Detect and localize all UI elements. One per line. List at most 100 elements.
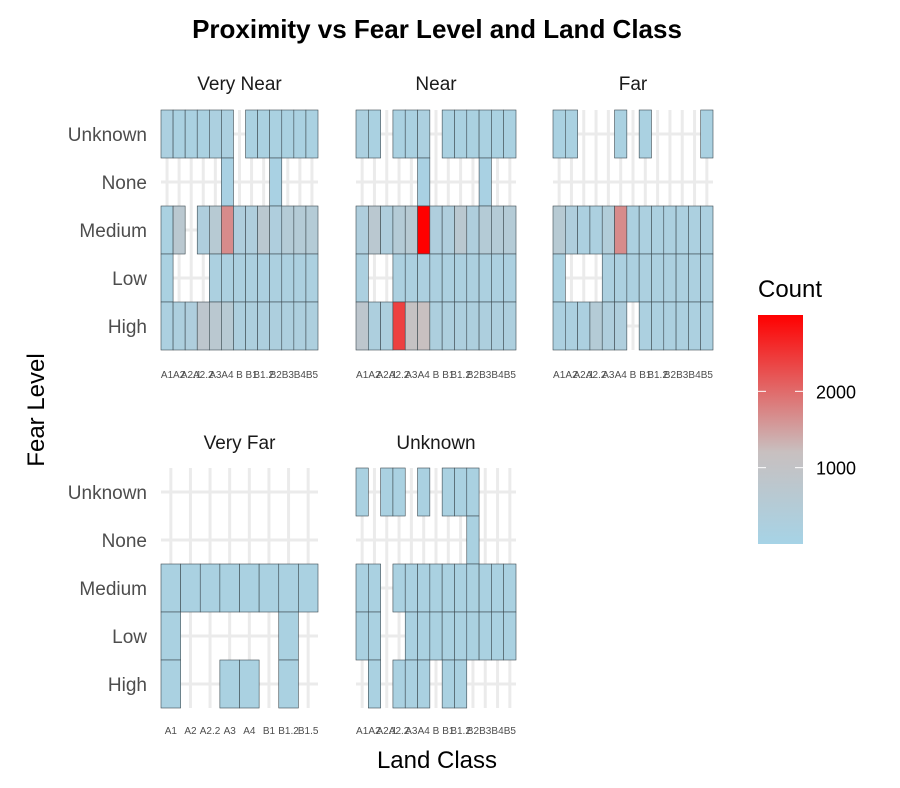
heatmap-tile xyxy=(233,301,246,351)
x-tick-label: B1 xyxy=(245,370,258,381)
heatmap-tile xyxy=(239,563,260,613)
x-tick-label: B3 xyxy=(479,370,492,381)
heatmap-tile xyxy=(466,205,480,255)
heatmap-tile xyxy=(233,253,246,303)
heatmap-tile xyxy=(293,109,307,159)
heatmap-tile xyxy=(269,205,283,255)
heatmap-tile xyxy=(651,205,665,255)
heatmap-tile xyxy=(614,109,628,159)
heatmap-tile xyxy=(392,659,406,709)
heatmap-tile xyxy=(454,253,468,303)
heatmap-tile xyxy=(245,109,258,159)
heatmap-tile xyxy=(257,301,270,351)
heatmap-tile xyxy=(601,253,615,303)
heatmap-tile xyxy=(160,253,174,303)
x-tick-label: B5 xyxy=(701,370,714,381)
heatmap-tile xyxy=(196,205,210,255)
heatmap-tile xyxy=(565,109,578,159)
heatmap-tile xyxy=(478,205,492,255)
heatmap-tile xyxy=(601,205,615,255)
heatmap-tile xyxy=(552,253,566,303)
heatmap-tile xyxy=(441,205,455,255)
x-tick-label: A1 xyxy=(165,726,178,737)
heatmap-tile xyxy=(196,109,210,159)
heatmap-tile xyxy=(552,205,566,255)
heatmap-tile xyxy=(160,301,174,351)
x-tick-label: A2.1 xyxy=(376,370,397,381)
heatmap-tile xyxy=(601,301,615,351)
heatmap-tile xyxy=(293,301,307,351)
x-tick-label: B1.2 xyxy=(450,726,471,737)
x-tick-label: B4 xyxy=(688,370,701,381)
heatmap-tile xyxy=(503,563,517,613)
heatmap-tile xyxy=(221,109,234,159)
heatmap-tile xyxy=(638,301,652,351)
heatmap-tile xyxy=(700,109,714,159)
heatmap-tile xyxy=(368,301,381,351)
x-tick-label: B4 xyxy=(491,370,504,381)
x-tick-label: A1 xyxy=(356,726,369,737)
heatmap-tile xyxy=(503,109,517,159)
heatmap-tile xyxy=(688,301,701,351)
heatmap-tile xyxy=(441,467,455,517)
heatmap-tile xyxy=(209,205,222,255)
heatmap-tile xyxy=(466,467,480,517)
x-tick-label: A2.1 xyxy=(573,370,594,381)
heatmap-tile xyxy=(638,109,652,159)
heatmap-tile xyxy=(417,301,431,351)
heatmap-tile xyxy=(429,563,443,613)
heatmap-tile xyxy=(491,205,504,255)
heatmap-tile xyxy=(380,467,394,517)
heatmap-tile xyxy=(404,659,418,709)
heatmap-tile xyxy=(305,301,319,351)
heatmap-tile xyxy=(417,109,431,159)
heatmap-tile xyxy=(355,205,369,255)
heatmap-tile xyxy=(466,253,480,303)
heatmap-tile xyxy=(565,205,578,255)
heatmap-tile xyxy=(441,659,455,709)
legend-title: Count xyxy=(758,276,822,303)
heatmap-tile xyxy=(454,467,468,517)
y-tick-label: Medium xyxy=(79,579,147,600)
heatmap-tile xyxy=(478,611,492,661)
heatmap-tile xyxy=(160,563,181,613)
heatmap-tile xyxy=(172,109,186,159)
heatmap-tile xyxy=(503,301,517,351)
heatmap-tile xyxy=(417,611,431,661)
x-tick-label: B1 xyxy=(263,726,276,737)
x-axis-title: Land Class xyxy=(377,747,497,774)
heatmap-tile xyxy=(675,253,689,303)
heatmap-tile xyxy=(368,563,381,613)
heatmap-tile xyxy=(638,205,652,255)
x-tick-label: A2 xyxy=(184,726,197,737)
x-tick-label: A3 xyxy=(602,370,615,381)
heatmap-tile xyxy=(491,611,504,661)
x-tick-label: A2 xyxy=(368,726,381,737)
heatmap-tile xyxy=(675,205,689,255)
heatmap-tile xyxy=(466,563,480,613)
x-tick-label: B4 xyxy=(294,370,307,381)
heatmap-tile xyxy=(404,205,418,255)
heatmap-tile xyxy=(614,253,628,303)
x-tick-label: A4 xyxy=(615,370,628,381)
heatmap-tile xyxy=(233,205,246,255)
heatmap-tile xyxy=(429,253,443,303)
x-tick-label: B5 xyxy=(504,726,517,737)
heatmap-tile xyxy=(503,205,517,255)
x-tick-label: B xyxy=(236,370,243,381)
heatmap-tile xyxy=(688,253,701,303)
x-tick-label: B xyxy=(433,370,440,381)
heatmap-tile xyxy=(219,563,240,613)
facet-strip-label: Far xyxy=(619,74,648,95)
heatmap-tile xyxy=(160,659,181,709)
heatmap-tile xyxy=(355,563,369,613)
chart-title: Proximity vs Fear Level and Land Class xyxy=(192,14,682,44)
x-tick-label: A4 xyxy=(221,370,234,381)
heatmap-tile xyxy=(257,205,270,255)
x-tick-label: B3 xyxy=(282,370,295,381)
facet-strip-label: Very Far xyxy=(204,433,276,454)
heatmap-tile xyxy=(209,253,222,303)
heatmap-tile xyxy=(180,563,201,613)
heatmap-tile xyxy=(355,301,369,351)
